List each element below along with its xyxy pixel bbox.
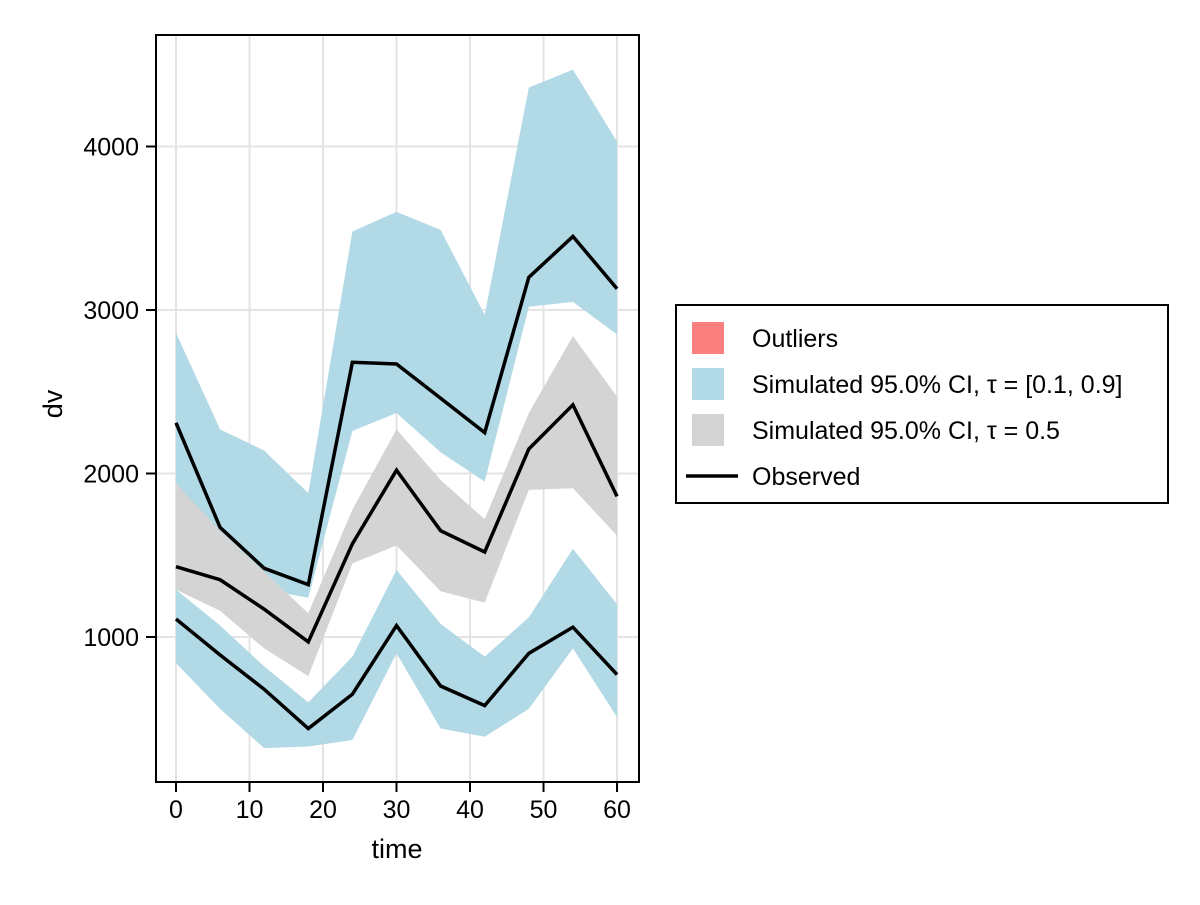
x-tick-label-40: 40	[456, 796, 484, 824]
tick-labels: 0 10 20 30 40 50 60 1000 2000 3000 4000	[83, 134, 631, 824]
legend-item-2: Simulated 95.0% CI, τ = 0.5	[692, 414, 1060, 446]
x-tick-label-30: 30	[383, 796, 411, 824]
sim-ci-tau-0.1-band	[175, 548, 618, 749]
legend-label: Simulated 95.0% CI, τ = [0.1, 0.9]	[752, 371, 1123, 399]
legend-label: Simulated 95.0% CI, τ = 0.5	[752, 417, 1060, 445]
y-tick-label-1000: 1000	[83, 624, 139, 652]
x-tick-label-10: 10	[236, 796, 264, 824]
y-tick-label-4000: 4000	[83, 134, 139, 162]
legend-label: Outliers	[752, 325, 838, 353]
x-axis-label: time	[371, 834, 422, 864]
legend-swatch-square-icon	[692, 322, 724, 354]
legend-item-1: Simulated 95.0% CI, τ = [0.1, 0.9]	[692, 368, 1123, 400]
legend-item-3: Observed	[686, 463, 860, 491]
legend-item-0: Outliers	[692, 322, 838, 354]
y-tick-label-3000: 3000	[83, 297, 139, 325]
observed-10th	[174, 617, 619, 731]
legend-swatch-square-icon	[692, 368, 724, 400]
legend-swatch-square-icon	[692, 414, 724, 446]
x-tick-label-0: 0	[169, 796, 183, 824]
x-tick-label-50: 50	[530, 796, 558, 824]
x-tick-label-20: 20	[309, 796, 337, 824]
y-tick-label-2000: 2000	[83, 460, 139, 488]
axis-ticks	[146, 145, 619, 792]
confidence-bands	[175, 69, 618, 749]
observed-median	[175, 401, 619, 645]
legend: Outliers Simulated 95.0% CI, τ = [0.1, 0.…	[675, 304, 1169, 504]
observed-lines	[174, 233, 619, 731]
sim-ci-tau-0.9-band	[175, 69, 618, 598]
x-tick-label-60: 60	[603, 796, 631, 824]
legend-box	[675, 304, 1169, 504]
sim-ci-tau-0.5-band	[175, 336, 618, 677]
y-axis-label: dv	[38, 389, 68, 418]
observed-90th	[174, 233, 619, 588]
legend-label: Observed	[752, 463, 860, 491]
